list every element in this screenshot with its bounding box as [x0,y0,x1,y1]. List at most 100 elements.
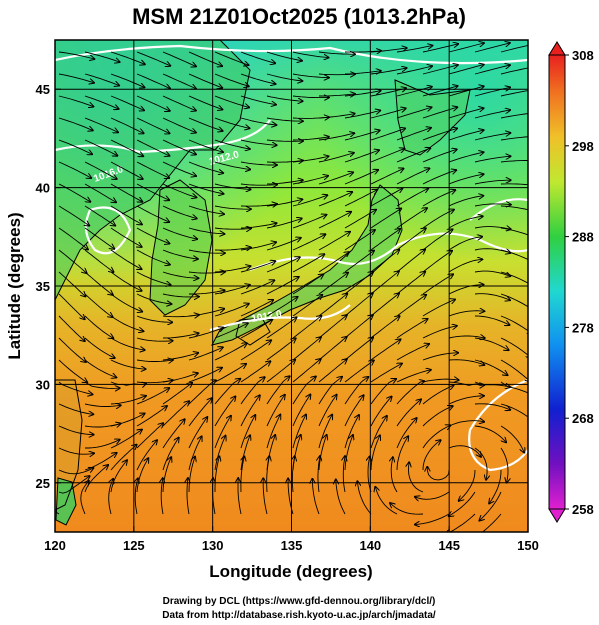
streamline [84,453,117,471]
streamline [427,467,450,481]
streamline [189,290,225,295]
streamline [422,65,458,75]
streamline [136,249,170,265]
streamline [318,74,355,75]
streamline [84,51,120,62]
streamline [357,481,372,515]
colorbar-tick-label: 288 [572,230,594,245]
streamline [58,447,94,454]
streamline [318,456,320,493]
streamline [370,435,380,471]
contour-label-1012-south: 1012.0 [251,309,283,325]
streamline [110,396,146,405]
streamline [318,153,354,163]
streamline [500,67,528,75]
streamline [110,414,145,427]
streamline [214,285,250,295]
streamline [344,377,368,405]
streamline [292,377,316,405]
streamline [448,359,484,365]
streamline [110,315,143,331]
streamline [292,415,306,449]
streamline [110,73,144,87]
streamline [448,86,484,97]
streamline [448,285,483,295]
streamline [500,359,528,381]
streamline [162,419,185,449]
streamline [162,73,196,89]
streamline [135,478,138,515]
colorbar-tick-label: 298 [572,139,594,154]
streamline [110,445,137,471]
streamline [344,190,377,207]
streamline [500,90,528,97]
colorbar-min-arrow [548,508,566,523]
x-tick-label: 150 [517,538,539,553]
streamline [188,368,222,383]
streamline [396,319,428,339]
streamline [188,417,207,449]
streamline [162,373,198,383]
streamline [240,242,276,251]
streamline [396,188,428,207]
streamline [368,456,371,493]
streamline [110,430,142,449]
streamline [370,68,407,75]
streamline [110,161,143,179]
streamline [136,271,171,285]
streamline [58,227,88,249]
streamline [240,73,276,84]
streamline [162,227,197,239]
streamline [292,274,323,295]
y-tick-label: 30 [36,377,50,392]
streamline [500,113,528,119]
streamline [370,188,402,207]
streamline [266,238,301,251]
streamline [500,337,528,358]
streamline [318,315,347,339]
streamline [266,199,302,207]
streamline [448,196,483,207]
streamline [240,415,255,449]
streamline [188,161,223,173]
x-tick-label: 125 [123,538,145,553]
streamline [85,440,120,449]
streamline [84,381,120,388]
streamline [396,128,431,141]
streamline [396,370,431,383]
streamline [267,456,270,493]
streamline [214,205,251,209]
streamline [263,478,268,515]
streamline [448,43,484,53]
streamline [448,237,482,251]
streamline [136,337,173,341]
streamline [292,156,329,163]
streamline [162,205,197,219]
streamline [266,376,290,405]
streamline [422,385,454,405]
streamline [84,337,115,358]
streamline [344,338,373,361]
streamline [162,117,196,133]
streamline [318,337,347,361]
streamline [266,415,280,449]
streamline [292,137,329,140]
streamline [214,266,251,273]
streamline [370,416,387,449]
streamline [214,436,226,471]
streamline [55,511,60,515]
streamline [162,249,198,259]
streamline [312,479,320,515]
streamline [136,315,172,322]
streamline [162,271,198,278]
streamline [481,513,502,532]
streamline [370,108,406,119]
streamline [240,184,277,185]
streamline [344,130,380,141]
streamline [422,251,452,273]
streamline [188,309,224,317]
streamline [110,249,142,269]
streamline [500,227,528,236]
streamline [396,107,431,119]
